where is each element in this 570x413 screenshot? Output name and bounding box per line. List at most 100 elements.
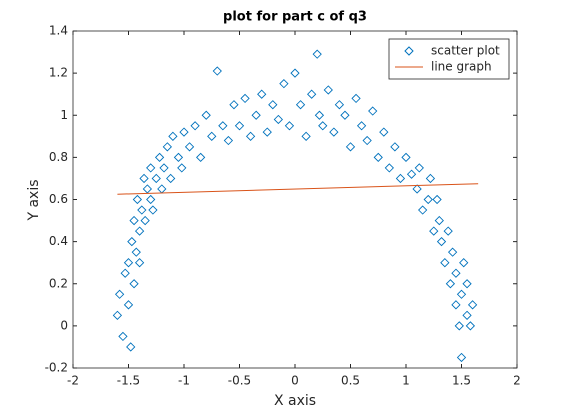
x-tick-label: -1 [178,374,190,388]
plot-area [73,31,517,368]
x-tick-label: -2 [67,374,79,388]
y-tick-label: 1.2 [49,66,68,80]
scatter-point [196,152,206,163]
scatter-point [273,114,283,125]
scatter-point [459,258,469,268]
scatter-point [127,236,137,247]
scatter-point [251,110,261,120]
y-tick-label: 0.4 [49,234,68,248]
scatter-point [425,173,436,184]
legend-label: scatter plot [431,44,500,58]
scatter-point [148,205,158,215]
scatter-point [279,79,289,89]
scatter-point [323,85,333,95]
scatter-point [184,142,195,152]
scatter-point [177,163,187,173]
scatter-point [467,300,478,310]
x-tick-label: 0 [291,374,299,388]
scatter-point [126,342,136,352]
scatter-point [146,163,156,173]
scatter-point [132,194,143,205]
scatter-point [368,106,378,116]
scatter-point [129,215,139,226]
y-tick-label: 0.2 [49,276,68,290]
scatter-point [201,110,211,120]
x-tick-label: 2 [513,374,521,388]
scatter-point [162,142,172,152]
scatter-point [234,121,245,131]
scatter-point [418,205,428,215]
scatter-point [114,289,125,299]
x-tick-label: 1.5 [452,374,471,388]
scatter-point [318,121,328,131]
scatter-point [447,247,458,257]
scatter-point [123,300,134,310]
x-axis-label: X axis [274,393,316,409]
scatter-point [118,331,128,342]
line-series [117,183,479,195]
scatter-point [284,121,295,131]
chart-title: plot for part c of q3 [223,10,367,25]
legend: scatter plot line graph [388,38,510,80]
x-tick-label: 0.5 [341,374,360,388]
x-tick-label: -1.5 [117,374,140,388]
scatter-point [307,89,317,99]
scatter-point [134,226,145,236]
scatter-point [465,321,476,331]
scatter-point [229,100,239,110]
y-tick-label: 1 [60,108,68,122]
scatter-point [134,258,145,268]
x-tick-label: -0.5 [228,374,251,388]
scatter-point [301,131,311,141]
scatter-point [434,215,444,226]
scatter-point [440,258,450,268]
scatter-point [340,110,350,120]
scatter-point [429,226,439,236]
scatter-point [139,173,149,184]
scatter-point [218,121,228,131]
scatter-point [295,100,306,110]
legend-marker [404,46,414,56]
y-tick-label: 1.4 [49,24,68,38]
scatter-point [462,310,472,320]
scatter-point [123,258,134,268]
scatter-point [166,173,176,184]
scatter-point [362,135,372,146]
scatter-point [462,279,472,289]
scatter-point [240,93,250,104]
scatter-point [451,300,461,310]
legend-box [388,38,510,80]
scatter-point [373,152,383,163]
scatter-point [412,184,422,194]
scatter-point [390,142,400,152]
scatter-point [212,66,222,76]
scatter-point [245,131,256,141]
scatter-point [329,127,339,137]
axes-box [72,30,518,369]
scatter-point [168,131,178,141]
scatter-point [137,205,147,215]
scatter-point [257,89,267,99]
scatter-point [379,127,389,137]
scatter-point [262,127,272,137]
scatter-point [223,135,234,146]
scatter-point [423,194,433,205]
scatter-point [356,121,367,131]
scatter-point [112,310,123,320]
legend-label: line graph [431,60,492,74]
scatter-point [154,152,165,163]
x-tick-label: 1 [402,374,410,388]
scatter-point [401,152,411,163]
scatter-point [406,169,417,179]
y-tick-label: 0.6 [49,192,68,206]
y-tick-label: 0 [60,318,68,332]
y-tick-label: -0.2 [45,361,68,375]
scatter-point [314,110,325,120]
scatter-point [436,236,447,247]
scatter-point [451,268,461,278]
scatter-point [146,194,156,205]
scatter-point [151,173,161,184]
scatter-point [345,142,356,152]
scatter-point [131,247,141,257]
